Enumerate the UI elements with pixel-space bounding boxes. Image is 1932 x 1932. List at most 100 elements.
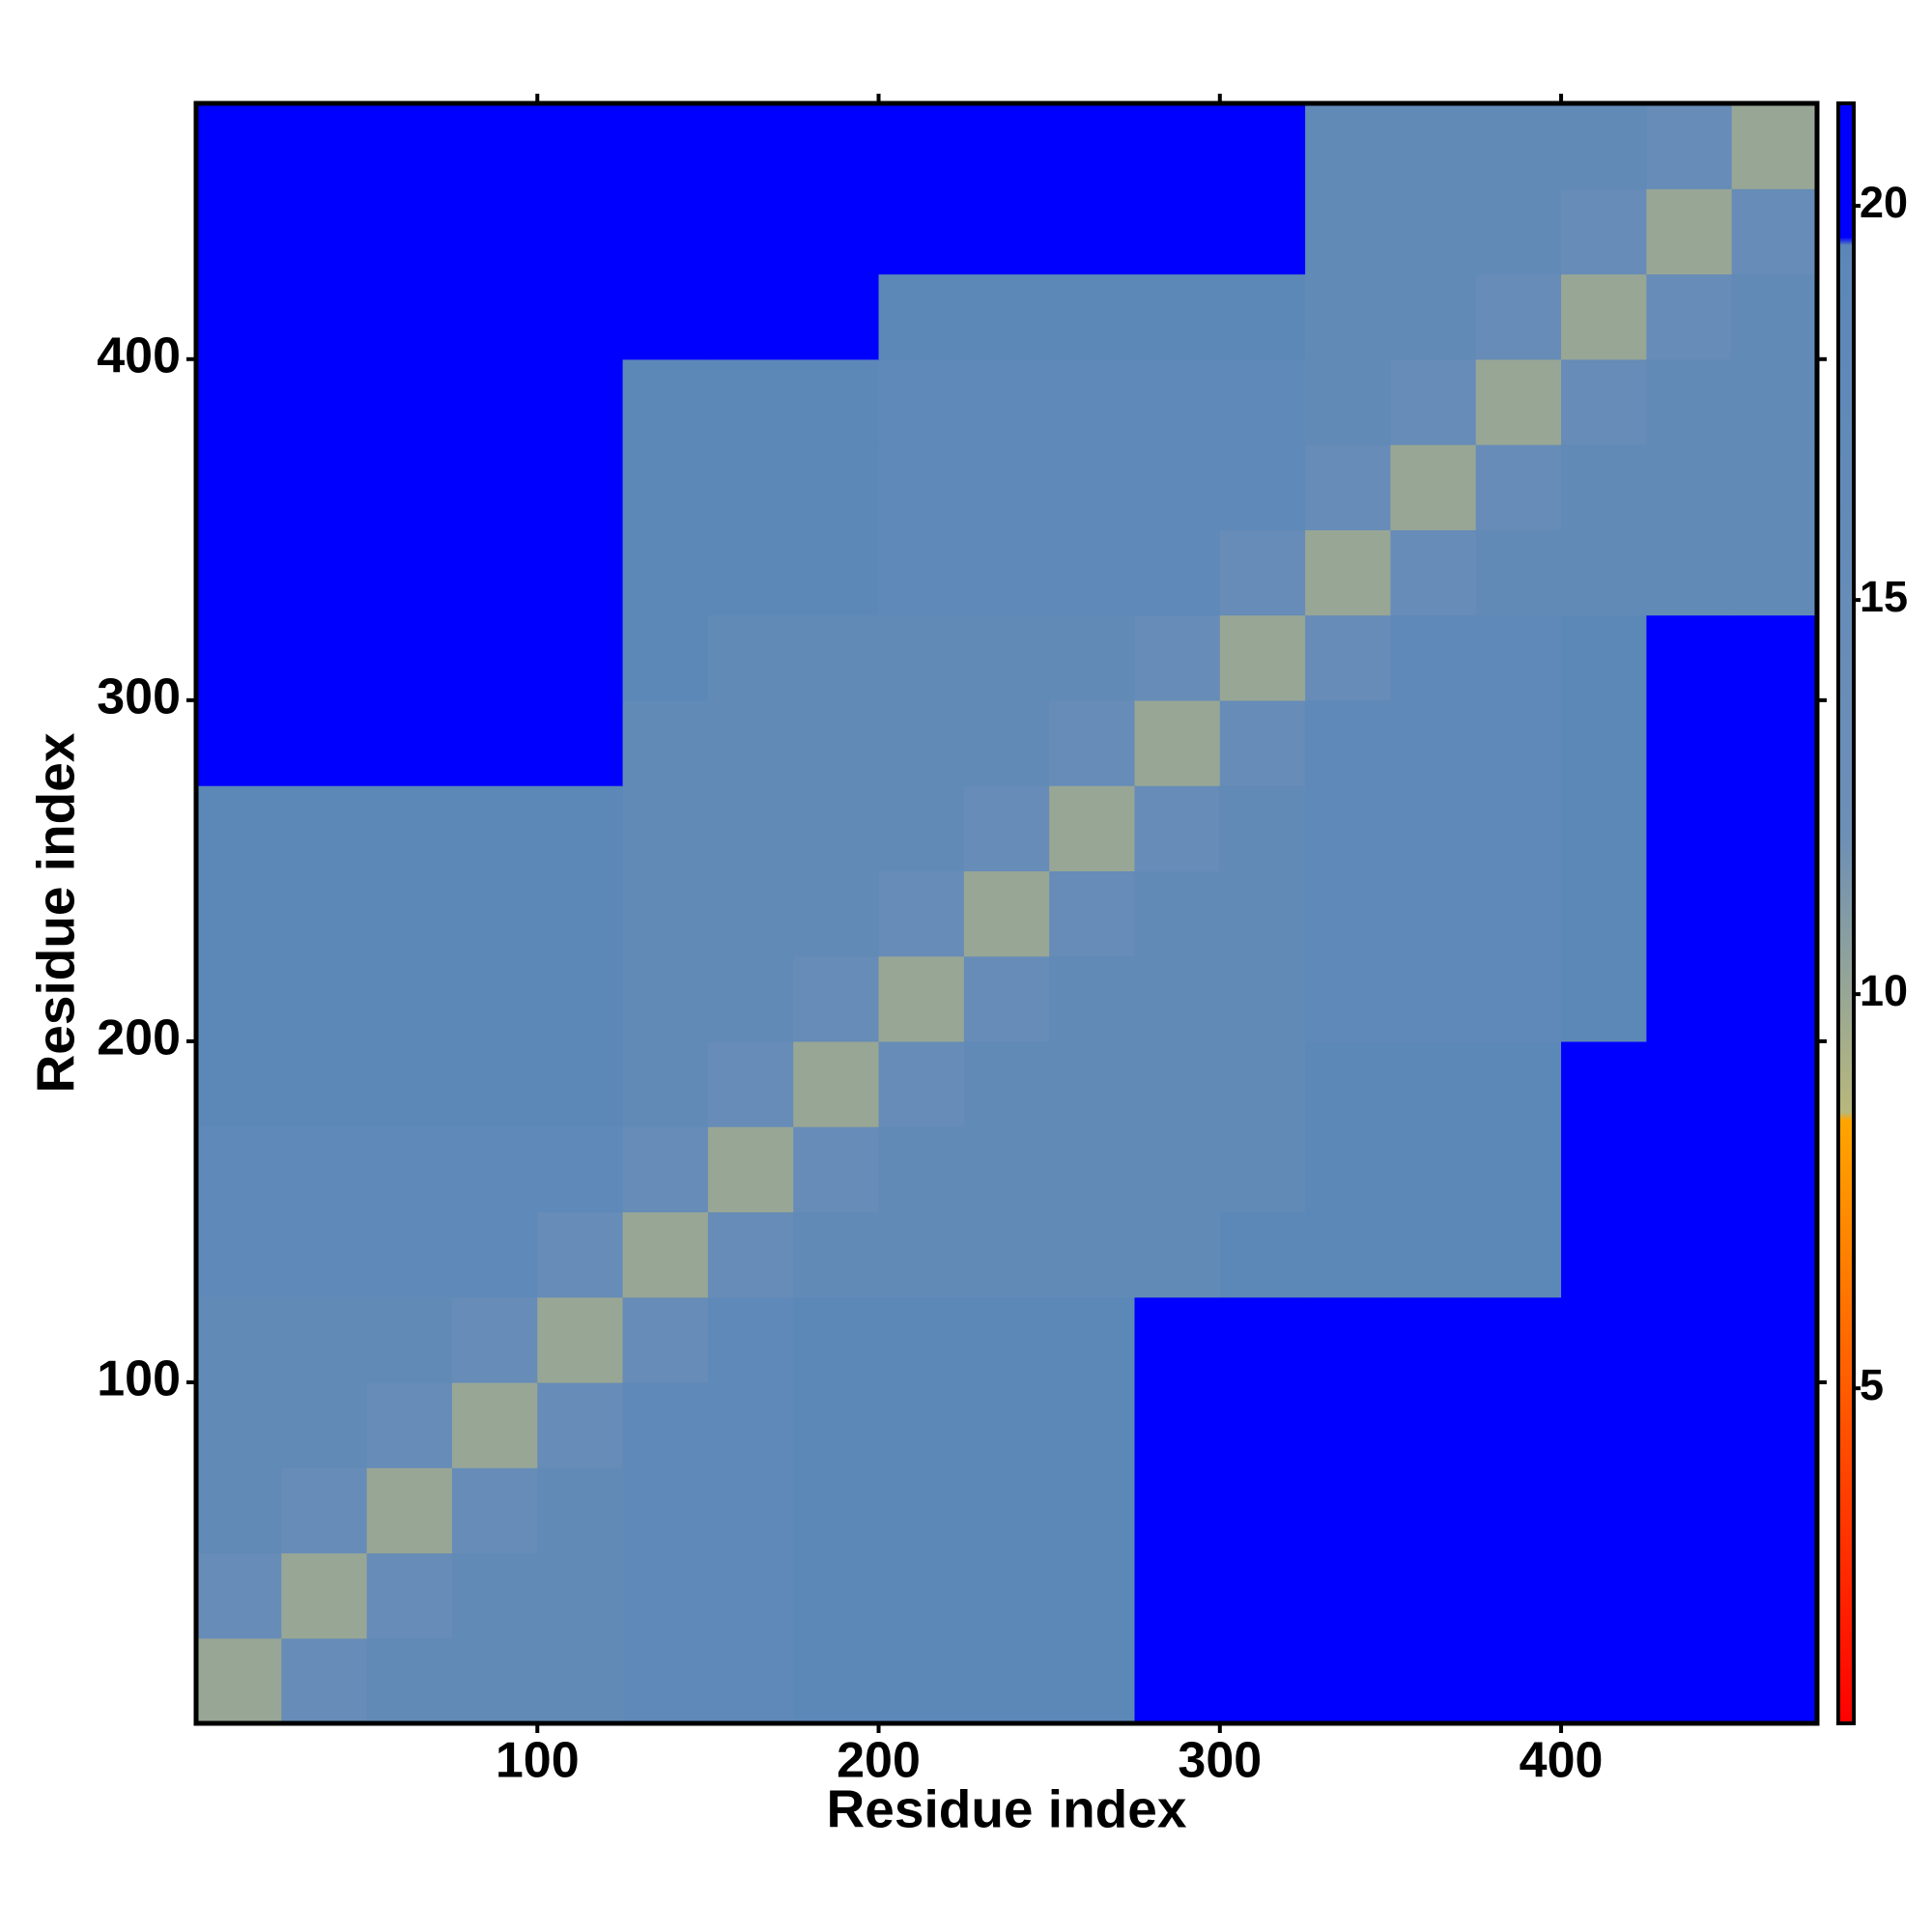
heatmap-cell bbox=[1561, 273, 1647, 360]
heatmap-cell bbox=[1475, 358, 1562, 445]
heatmap-cell bbox=[963, 1381, 1050, 1468]
heatmap-cell bbox=[451, 1040, 538, 1127]
heatmap-cell bbox=[196, 870, 282, 957]
heatmap-cell bbox=[537, 1637, 624, 1724]
heatmap-cell bbox=[878, 614, 965, 701]
heatmap-cell bbox=[537, 273, 624, 360]
colorbar-tick-label: 5 bbox=[1860, 1360, 1884, 1409]
heatmap-cell bbox=[622, 785, 709, 871]
heatmap-cell bbox=[1305, 1211, 1392, 1298]
heatmap-cell bbox=[1049, 785, 1136, 871]
heatmap-cell bbox=[1475, 103, 1562, 189]
heatmap-cell bbox=[537, 1126, 624, 1213]
heatmap-cell bbox=[281, 614, 368, 701]
heatmap-cell bbox=[196, 785, 282, 871]
heatmap-cell bbox=[451, 870, 538, 957]
heatmap-cell bbox=[793, 273, 880, 360]
x-tick-label: 100 bbox=[496, 1733, 580, 1789]
heatmap-cell bbox=[878, 785, 965, 871]
x-axis-label: Residue index bbox=[827, 1779, 1187, 1839]
heatmap-cell bbox=[1475, 273, 1562, 360]
heatmap-cell bbox=[707, 273, 794, 360]
heatmap-cell bbox=[1219, 444, 1306, 530]
heatmap-cell bbox=[281, 785, 368, 871]
heatmap-cell bbox=[963, 1040, 1050, 1127]
heatmap-cell bbox=[366, 699, 453, 786]
heatmap-cell bbox=[366, 1126, 453, 1213]
heatmap-cell bbox=[1646, 785, 1733, 871]
heatmap-cell bbox=[1305, 955, 1392, 1042]
heatmap-cell bbox=[196, 1637, 282, 1724]
heatmap-cell bbox=[281, 1126, 368, 1213]
plot-frame bbox=[193, 100, 1820, 1726]
heatmap-cell bbox=[537, 358, 624, 445]
heatmap-cell bbox=[793, 1040, 880, 1127]
heatmap-cell bbox=[1134, 358, 1221, 445]
heatmap-cell bbox=[196, 188, 282, 275]
heatmap-cell bbox=[366, 870, 453, 957]
heatmap-cell bbox=[1646, 103, 1733, 189]
heatmap-cell bbox=[1134, 955, 1221, 1042]
heatmap-cell bbox=[1219, 273, 1306, 360]
heatmap-cell bbox=[451, 699, 538, 786]
heatmap-cell bbox=[1305, 785, 1392, 871]
heatmap-cell bbox=[1049, 1296, 1136, 1383]
heatmap-cell bbox=[878, 273, 965, 360]
heatmap-cell bbox=[1390, 955, 1477, 1042]
heatmap-cell bbox=[878, 1637, 965, 1724]
heatmap-cell bbox=[1646, 1552, 1733, 1639]
heatmap-cell bbox=[963, 529, 1050, 616]
heatmap-cell bbox=[793, 870, 880, 957]
heatmap-cell bbox=[1390, 273, 1477, 360]
heatmap-cell bbox=[1475, 785, 1562, 871]
heatmap-cell bbox=[1134, 870, 1221, 957]
heatmap-cell bbox=[622, 444, 709, 530]
heatmap-cell bbox=[366, 1552, 453, 1639]
heatmap-cell bbox=[1475, 1040, 1562, 1127]
heatmap-cell bbox=[1049, 1552, 1136, 1639]
heatmap-cell bbox=[451, 188, 538, 275]
heatmap-cell bbox=[196, 444, 282, 530]
y-axis-label: Residue index bbox=[26, 732, 86, 1093]
heatmap-cell bbox=[1731, 699, 1818, 786]
heatmap-cell bbox=[196, 1296, 282, 1383]
x-tick-label: 300 bbox=[1178, 1733, 1262, 1789]
heatmap-cell bbox=[451, 444, 538, 530]
heatmap-cell bbox=[622, 529, 709, 616]
heatmap-cell bbox=[366, 103, 453, 189]
heatmap-cell bbox=[1305, 1637, 1392, 1724]
heatmap-cell bbox=[281, 103, 368, 189]
heatmap-cell bbox=[451, 1211, 538, 1298]
heatmap-cell bbox=[1646, 273, 1733, 360]
heatmap-cell bbox=[1305, 103, 1392, 189]
heatmap-cell bbox=[1049, 1381, 1136, 1468]
heatmap-cell bbox=[1219, 1296, 1306, 1383]
heatmap-cell bbox=[1475, 699, 1562, 786]
heatmap-cell bbox=[793, 1126, 880, 1213]
heatmap-cell bbox=[451, 1126, 538, 1213]
heatmap-cell bbox=[1561, 614, 1647, 701]
heatmap-cell bbox=[1219, 358, 1306, 445]
heatmap-cell bbox=[281, 1637, 368, 1724]
heatmap-cell bbox=[1219, 1040, 1306, 1127]
heatmap-cell bbox=[1475, 1381, 1562, 1468]
heatmap-cell bbox=[366, 444, 453, 530]
heatmap-cell bbox=[1305, 614, 1392, 701]
heatmap-cell bbox=[537, 699, 624, 786]
heatmap-cell bbox=[707, 1381, 794, 1468]
heatmap-cell bbox=[1134, 444, 1221, 530]
heatmap-cell bbox=[366, 1467, 453, 1554]
heatmap-cell bbox=[1390, 699, 1477, 786]
heatmap-cell bbox=[537, 529, 624, 616]
y-tick-label: 100 bbox=[97, 1351, 181, 1407]
heatmap-cell bbox=[963, 1211, 1050, 1298]
heatmap-cell bbox=[537, 444, 624, 530]
heatmap-cell bbox=[622, 955, 709, 1042]
heatmap-cell bbox=[1049, 1126, 1136, 1213]
heatmap-cell bbox=[707, 955, 794, 1042]
heatmap-cell bbox=[196, 1552, 282, 1639]
heatmap-cell bbox=[281, 444, 368, 530]
heatmap-cell bbox=[1134, 273, 1221, 360]
heatmap-cell bbox=[366, 1381, 453, 1468]
heatmap-cell bbox=[1219, 1637, 1306, 1724]
